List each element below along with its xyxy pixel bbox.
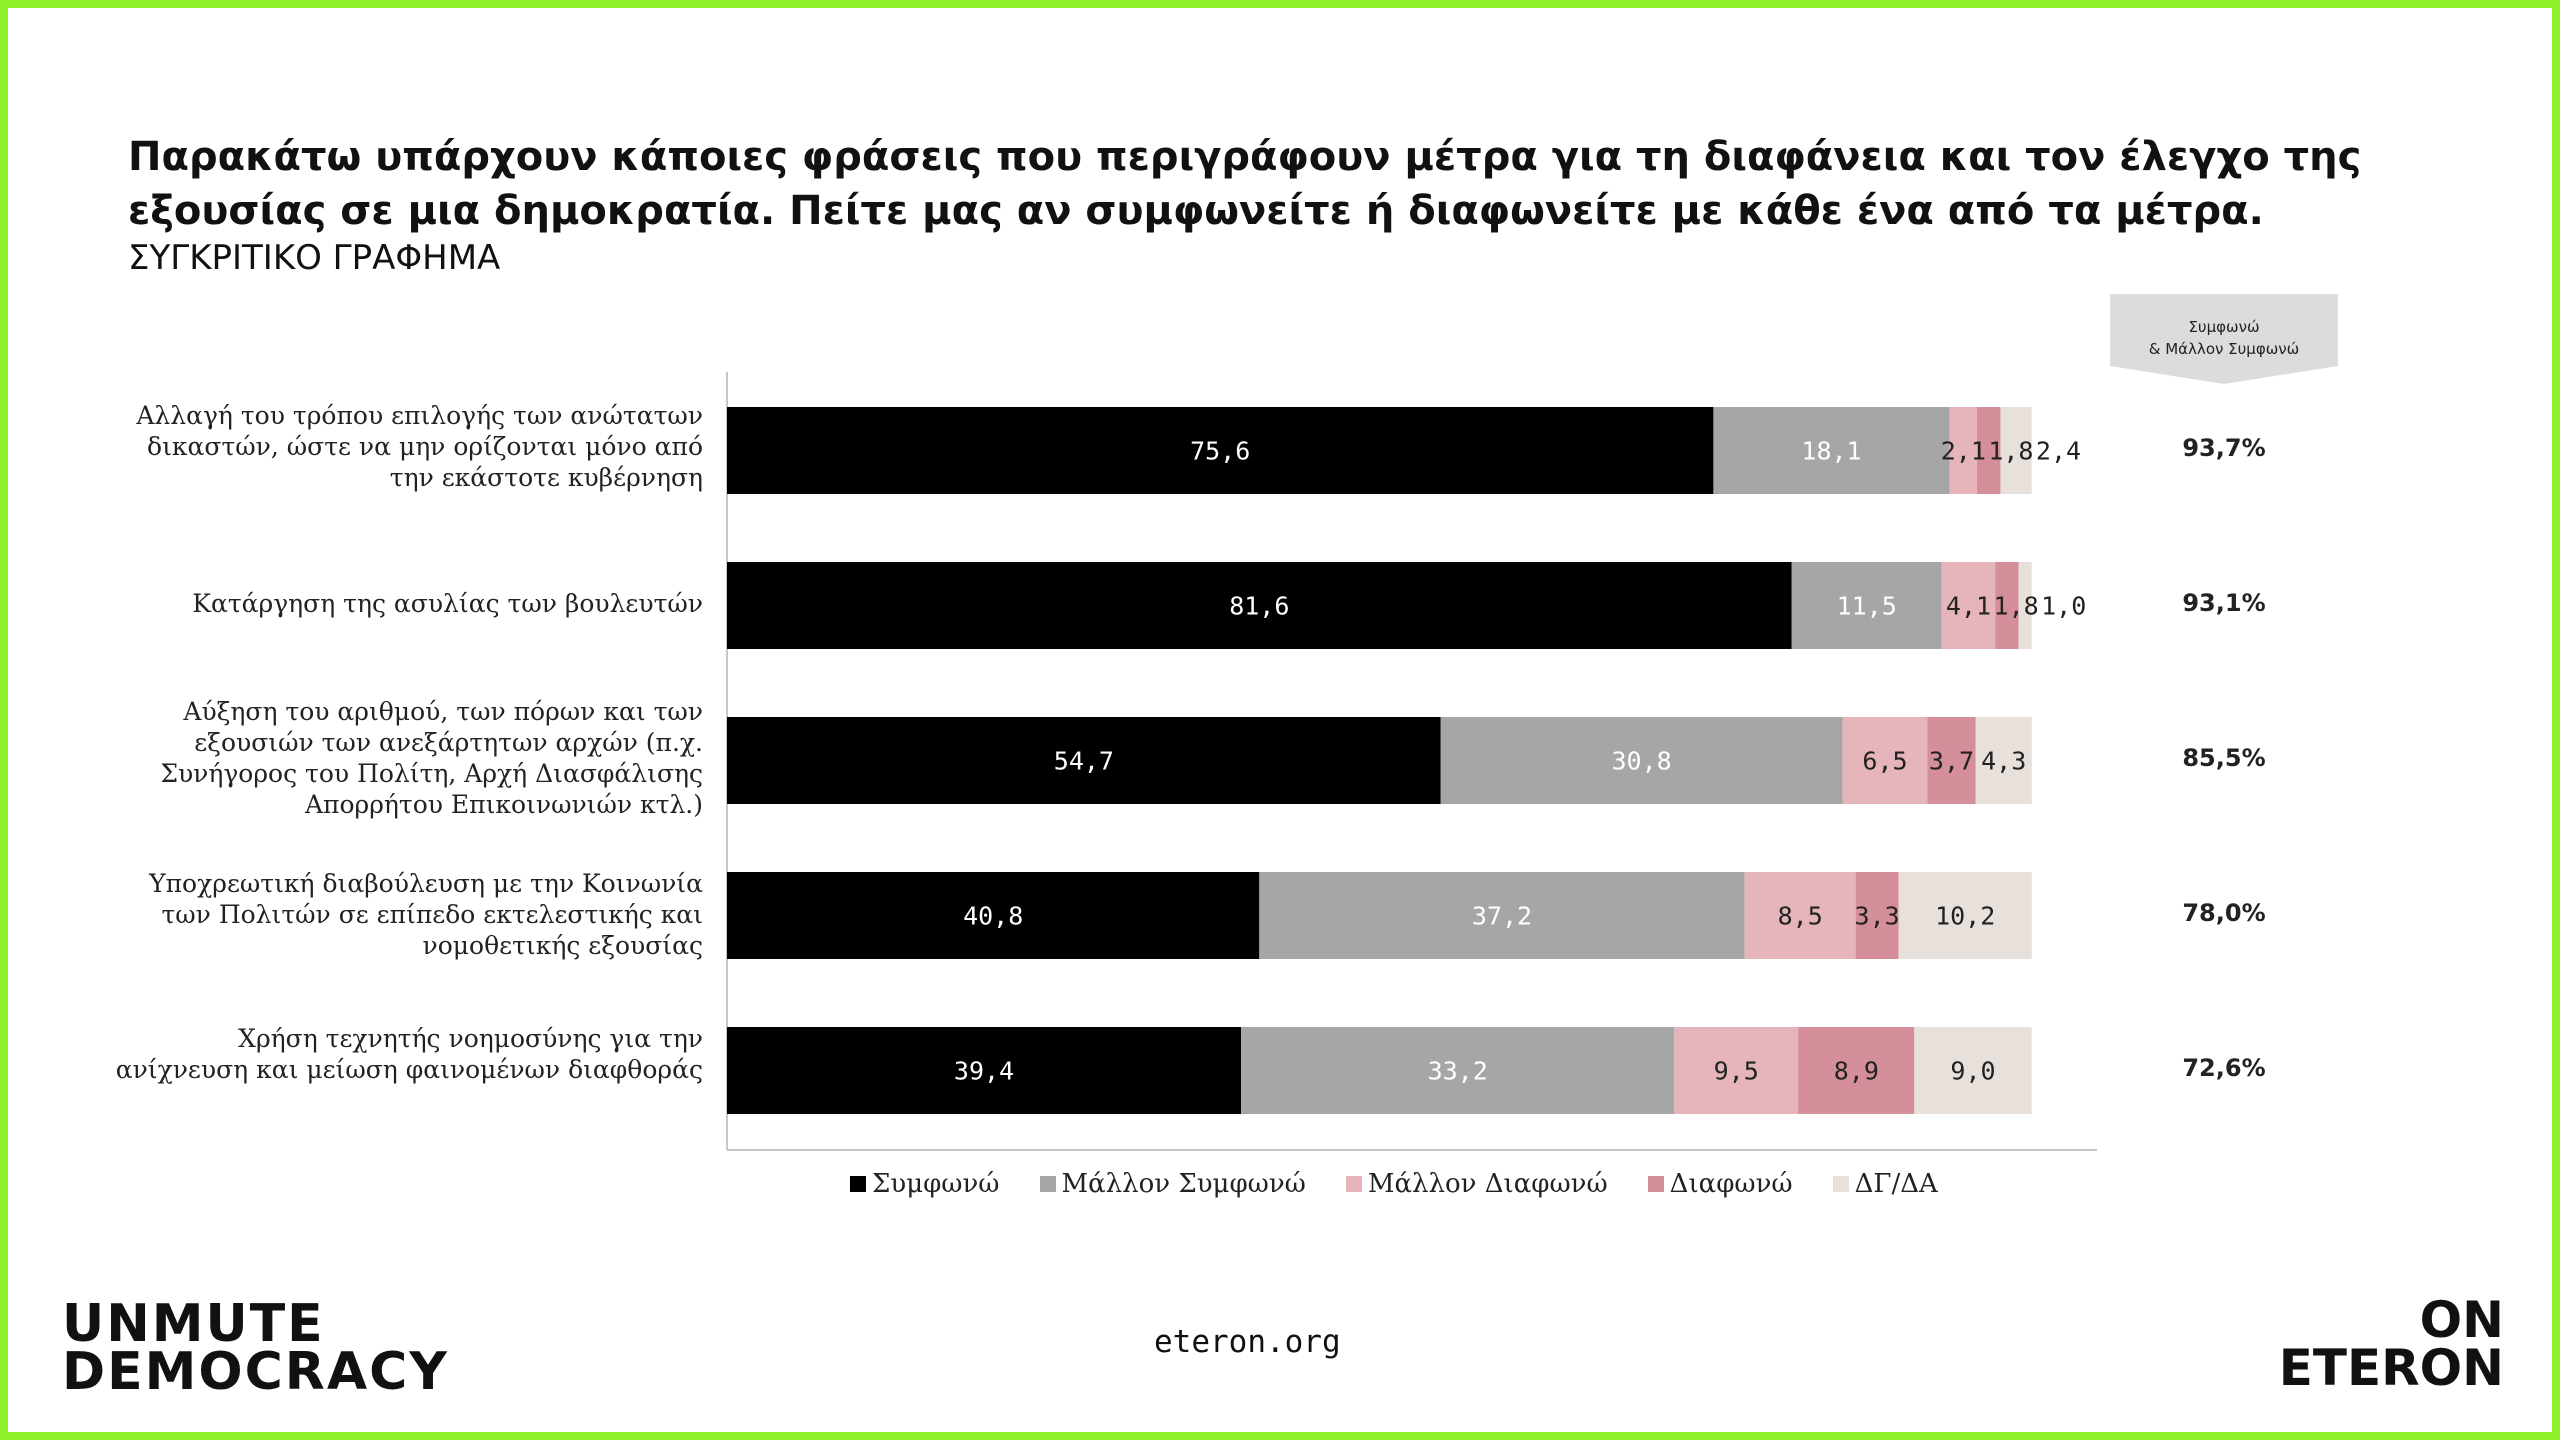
category-label-4: Χρήση τεχνητής νοημοσύνης για την ανίχνε… (115, 1024, 703, 1084)
footer-url[interactable]: eteron.org (1154, 1324, 1341, 1360)
bar-rather-agree-1 (1791, 562, 1942, 649)
data-label-disagree-1: 1,8 (1994, 592, 2039, 621)
legend-swatch-rather-disagree (1345, 1176, 1362, 1192)
bar-rather-disagree-4 (1674, 1027, 1799, 1114)
data-label-disagree-0: 1,8 (1988, 437, 2033, 466)
legend-item-agree: Συμφωνώ (850, 1169, 1000, 1199)
bar-dk-na-0 (2000, 407, 2032, 494)
data-label-rather-agree-0: 18,1 (1801, 437, 1861, 466)
data-label-disagree-4: 8,9 (1834, 1057, 1879, 1086)
bar-disagree-2 (1927, 717, 1976, 804)
data-label-agree-0: 75,6 (1190, 437, 1250, 466)
legend-label-agree: Συμφωνώ (872, 1169, 1000, 1199)
bar-rather-disagree-0 (1949, 407, 1977, 494)
bar-disagree-3 (1855, 872, 1899, 959)
data-label-rather-agree-2: 30,8 (1611, 747, 1671, 776)
logo-left-line2: DEMOCRACY (62, 1342, 449, 1402)
bar-agree-3 (727, 872, 1260, 959)
data-label-agree-3: 40,8 (963, 902, 1023, 931)
data-label-disagree-2: 3,7 (1929, 747, 1974, 776)
bar-disagree-1 (1995, 562, 2019, 649)
logo-right-line1: ON (2419, 1291, 2504, 1349)
chart-subtitle: ΣΥΓΚΡΙΤΙΚΟ ΓΡΑΦΗΜΑ (128, 238, 501, 278)
data-label-agree-2: 54,7 (1054, 747, 1114, 776)
legend-item-disagree: Διαφωνώ (1647, 1169, 1793, 1199)
bar-agree-0 (727, 407, 1714, 494)
bar-disagree-0 (1977, 407, 2001, 494)
legend-swatch-disagree (1647, 1176, 1664, 1192)
legend-swatch-rather-agree (1039, 1176, 1056, 1192)
bar-agree-1 (727, 562, 1792, 649)
agree-total-1: 93,1% (2182, 589, 2266, 617)
category-label-2: Αύξηση του αριθμού, των πόρων και των εξ… (160, 697, 703, 819)
bar-dk-na-4 (1914, 1027, 2032, 1114)
data-label-dk-na-0: 2,4 (2036, 437, 2081, 466)
category-label-1: Κατάργηση της ασυλίας των βουλευτών (192, 589, 703, 618)
legend-item-dk-na: ΔΓ/ΔΑ (1832, 1169, 1938, 1199)
bar-agree-4 (727, 1027, 1242, 1114)
data-label-agree-4: 39,4 (954, 1057, 1014, 1086)
chart-title: Παρακάτω υπάρχουν κάποιες φράσεις που πε… (128, 134, 2362, 234)
data-label-rather-disagree-0: 2,1 (1941, 437, 1986, 466)
bar-disagree-4 (1798, 1027, 1915, 1114)
category-label-3: Υποχρεωτική διαβούλευση με την Κοινωνία … (149, 869, 703, 960)
legend-label-rather-disagree: Μάλλον Διαφωνώ (1367, 1169, 1608, 1199)
legend-label-dk-na: ΔΓ/ΔΑ (1854, 1169, 1938, 1199)
data-label-agree-1: 81,6 (1229, 592, 1289, 621)
on-eteron-logo: ON ETERON (2278, 1291, 2504, 1397)
data-label-dk-na-2: 4,3 (1981, 747, 2026, 776)
bar-rather-disagree-3 (1744, 872, 1856, 959)
agree-total-2: 85,5% (2182, 744, 2266, 772)
logo-right-line2: ETERON (2278, 1339, 2504, 1397)
legend-swatch-dk-na (1832, 1176, 1849, 1192)
bar-rather-agree-0 (1713, 407, 1950, 494)
bar-rather-agree-2 (1440, 717, 1843, 804)
bar-dk-na-2 (1975, 717, 2032, 804)
bar-rather-agree-4 (1241, 1027, 1675, 1114)
legend-label-rather-agree: Μάλλον Συμφωνώ (1061, 1169, 1306, 1199)
logo-left-line1: UNMUTE (62, 1294, 325, 1354)
bar-dk-na-1 (2018, 562, 2032, 649)
data-label-rather-agree-1: 11,5 (1837, 592, 1897, 621)
data-label-rather-disagree-2: 6,5 (1862, 747, 1907, 776)
legend-swatch-agree (850, 1176, 866, 1192)
legend-item-rather-agree: Μάλλον Συμφωνώ (1039, 1169, 1306, 1199)
data-label-rather-agree-4: 33,2 (1428, 1057, 1488, 1086)
data-label-rather-disagree-4: 9,5 (1714, 1057, 1759, 1086)
column-header-line2: & Μάλλον Συμφωνώ (2148, 340, 2300, 358)
data-label-rather-disagree-1: 4,1 (1946, 592, 1991, 621)
agree-total-column-header: Συμφωνώ & Μάλλον Συμφωνώ (2110, 294, 2338, 384)
legend-item-rather-disagree: Μάλλον Διαφωνώ (1345, 1169, 1608, 1199)
unmute-democracy-logo: UNMUTE DEMOCRACY (62, 1294, 449, 1402)
data-label-dk-na-3: 10,2 (1935, 902, 1995, 931)
data-label-disagree-3: 3,3 (1855, 902, 1900, 931)
bar-rather-agree-3 (1259, 872, 1745, 959)
bar-dk-na-3 (1898, 872, 2032, 959)
agree-total-0: 93,7% (2182, 434, 2266, 462)
data-label-rather-disagree-3: 8,5 (1778, 902, 1823, 931)
data-label-rather-agree-3: 37,2 (1472, 902, 1532, 931)
agree-total-3: 78,0% (2182, 899, 2266, 927)
chart-legend: Συμφωνώ Μάλλον Συμφωνώ Μάλλον Διαφωνώ Δι… (850, 1164, 1978, 1204)
data-label-dk-na-4: 9,0 (1950, 1057, 1995, 1086)
bar-rather-disagree-2 (1842, 717, 1928, 804)
column-header-line1: Συμφωνώ (2188, 318, 2260, 336)
agree-total-4: 72,6% (2182, 1054, 2266, 1082)
category-label-0: Αλλαγή του τρόπου επιλογής των ανώτατων … (136, 401, 703, 492)
data-label-dk-na-1: 1,0 (2041, 592, 2086, 621)
bar-agree-2 (727, 717, 1441, 804)
bar-rather-disagree-1 (1941, 562, 1996, 649)
legend-label-disagree: Διαφωνώ (1669, 1169, 1793, 1199)
